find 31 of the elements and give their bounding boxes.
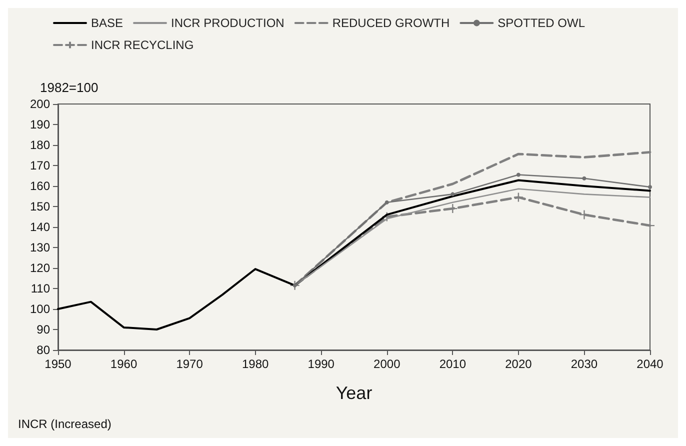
text: INCR (Increased) <box>18 417 112 431</box>
legend-label: BASE <box>91 16 124 30</box>
x-tick-label: 1950 <box>44 357 72 371</box>
x-tick-label: 1960 <box>110 357 138 371</box>
y-axis-title: 1982=100 <box>40 80 98 95</box>
x-tick-label: 1990 <box>308 357 335 371</box>
y-tick-label: 170 <box>30 158 50 172</box>
y-tick-label: 120 <box>30 261 50 275</box>
y-tick-label: 110 <box>30 282 50 296</box>
y-tick-label: 140 <box>30 220 50 234</box>
x-tick-label: 1980 <box>242 357 270 371</box>
y-tick-label: 80 <box>36 343 50 357</box>
y-tick-label: 130 <box>30 240 50 254</box>
x-axis-title: Year <box>336 383 372 403</box>
y-tick-label: 100 <box>30 302 50 316</box>
legend-label: SPOTTED OWL <box>498 16 586 30</box>
x-tick-label: 2010 <box>439 357 466 371</box>
y-tick-label: 190 <box>30 118 50 132</box>
y-tick-label: 90 <box>36 322 50 336</box>
x-tick-label: 2020 <box>505 357 532 371</box>
x-tick-label: 2000 <box>374 357 401 371</box>
x-tick-label: 2030 <box>570 357 598 371</box>
x-tick-label: 2040 <box>636 357 664 371</box>
y-tick-label: 180 <box>30 138 50 152</box>
y-tick-label: 150 <box>30 200 50 214</box>
y-tick-label: 200 <box>30 97 50 111</box>
x-tick-label: 1970 <box>176 357 204 371</box>
legend-label: INCR PRODUCTION <box>171 16 284 30</box>
legend-label: REDUCED GROWTH <box>332 16 450 30</box>
legend-label: INCR RECYCLING <box>91 38 194 52</box>
y-tick-label: 160 <box>30 179 50 193</box>
